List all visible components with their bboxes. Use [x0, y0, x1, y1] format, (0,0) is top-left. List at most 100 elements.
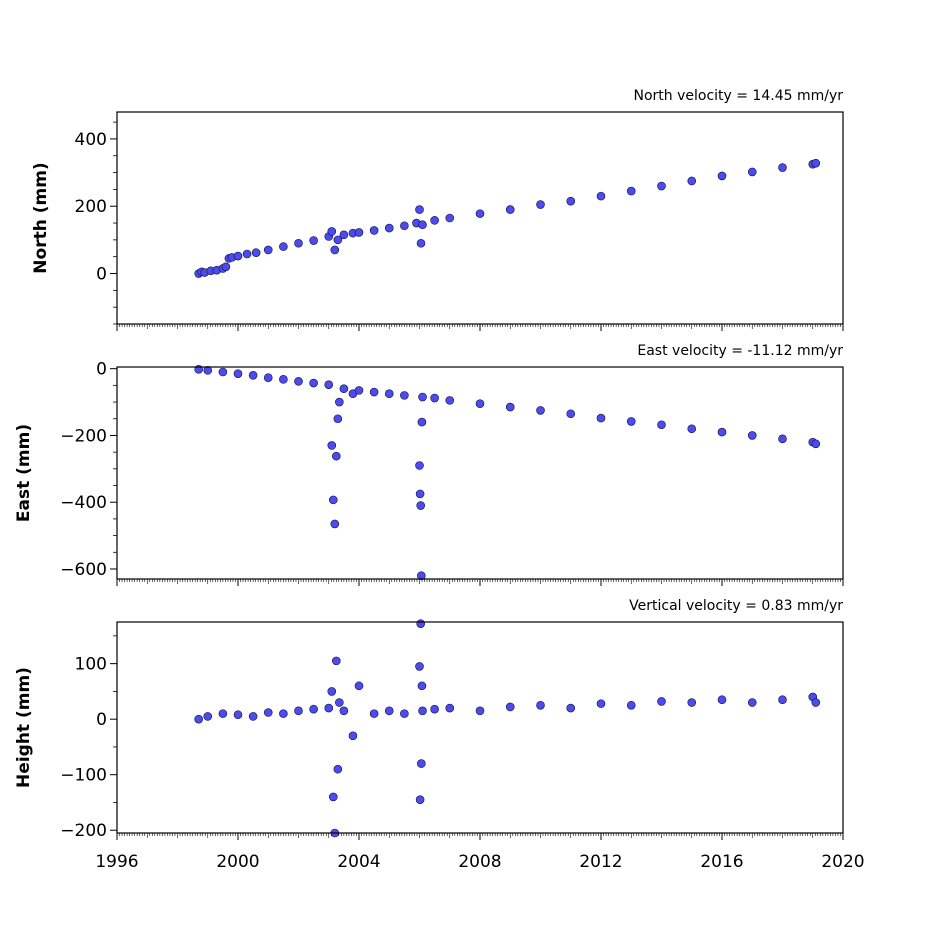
data-point [536, 200, 545, 209]
data-point [384, 223, 394, 233]
data-point [330, 245, 340, 255]
data-point [263, 245, 273, 255]
data-point [233, 710, 243, 720]
data-point [332, 656, 341, 666]
height-points [194, 619, 821, 838]
panel-east: East velocity = -11.12 mm/yr East (mm) 0… [14, 343, 844, 586]
data-point [400, 709, 409, 718]
data-point [811, 698, 821, 707]
data-point [324, 380, 334, 389]
data-point [415, 461, 424, 470]
panel-north: North velocity = 14.45 mm/yr North (mm) … [31, 88, 844, 331]
height-ticks: −200 −100 0 100 1996 2000 2004 2008 2012 2016 2020 [60, 635, 865, 872]
data-point [418, 392, 427, 402]
y-tick-label: 100 [75, 655, 107, 675]
data-point [415, 205, 424, 214]
data-point [203, 366, 213, 375]
data-point [369, 226, 379, 235]
data-point [417, 417, 427, 427]
data-point [369, 709, 379, 718]
data-point [339, 706, 349, 716]
y-tick-label: −600 [60, 560, 107, 580]
data-point [384, 389, 394, 399]
data-point [717, 695, 727, 705]
x-tick-label: 2000 [216, 852, 259, 872]
x-tick-label: 1996 [95, 852, 138, 872]
data-point [417, 681, 427, 691]
data-point [747, 431, 757, 440]
data-point [505, 402, 515, 412]
north-points [194, 158, 821, 278]
data-point [416, 238, 426, 248]
east-y-axis-label: East (mm) [14, 424, 34, 522]
data-point [263, 373, 273, 382]
data-point [400, 221, 409, 231]
data-point [327, 687, 337, 696]
data-point [294, 706, 303, 716]
y-tick-label: −200 [60, 821, 107, 841]
data-point [596, 413, 606, 423]
data-point [657, 181, 666, 191]
data-point [596, 191, 606, 201]
data-point [596, 699, 606, 708]
data-point [415, 489, 425, 499]
data-point [339, 384, 349, 394]
data-point [687, 698, 697, 707]
data-point [194, 714, 203, 724]
vertical-velocity-title: Vertical velocity = 0.83 mm/yr [629, 598, 843, 614]
data-point [566, 409, 576, 419]
data-point [332, 451, 341, 461]
data-point [417, 571, 426, 580]
data-point [430, 704, 439, 714]
data-point [747, 167, 757, 177]
data-point [687, 176, 697, 186]
data-point [354, 228, 364, 237]
data-point [418, 220, 427, 230]
y-tick-label: 200 [75, 197, 107, 217]
data-point [536, 406, 545, 415]
east-points [194, 365, 821, 580]
x-tick-label: 2020 [821, 852, 864, 872]
data-point [333, 235, 343, 245]
data-point [475, 706, 485, 716]
x-tick-label: 2008 [458, 852, 501, 872]
data-point [475, 399, 485, 409]
data-point [384, 706, 394, 716]
data-point [536, 700, 545, 710]
data-point [335, 397, 344, 407]
data-point [309, 378, 318, 388]
data-point [279, 242, 288, 251]
data-point [233, 369, 243, 378]
data-point [415, 795, 425, 804]
data-point [430, 393, 439, 403]
data-point [778, 695, 787, 705]
data-point [811, 439, 821, 449]
data-point [626, 700, 636, 710]
data-point [339, 230, 349, 240]
data-point [294, 377, 303, 386]
data-point [778, 163, 787, 172]
panel-height: Vertical velocity = 0.83 mm/yr Height (m… [14, 598, 865, 872]
data-point [778, 434, 787, 444]
y-tick-label: 400 [75, 130, 107, 150]
data-point [248, 712, 258, 721]
data-point [626, 186, 636, 196]
data-point [328, 792, 338, 802]
data-point [369, 387, 379, 397]
data-point [221, 262, 231, 272]
data-point [279, 709, 288, 718]
east-plot-frame [116, 366, 844, 580]
data-point [324, 703, 334, 713]
data-point [309, 236, 318, 245]
height-plot-frame [116, 621, 844, 834]
north-velocity-title: North velocity = 14.45 mm/yr [633, 88, 843, 104]
data-point [348, 731, 358, 741]
data-point [330, 519, 340, 529]
data-point [294, 238, 303, 248]
data-point [687, 424, 697, 434]
x-tick-label: 2004 [337, 852, 380, 872]
data-point [717, 171, 727, 181]
data-point [416, 619, 426, 628]
